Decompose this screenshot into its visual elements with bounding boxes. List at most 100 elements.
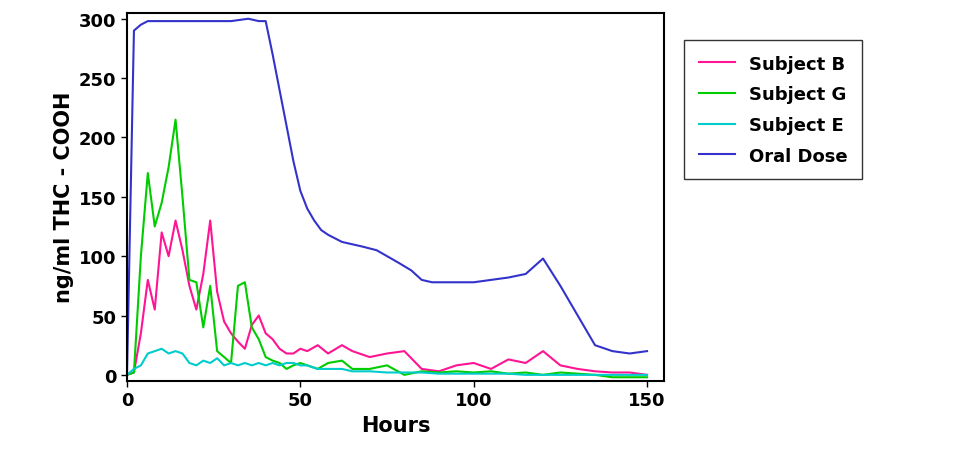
Subject E [502, 371, 514, 377]
Oral Dose [502, 275, 514, 280]
Subject B [287, 351, 299, 357]
Subject E [149, 348, 160, 354]
Line: Oral Dose: Oral Dose [127, 20, 647, 375]
Subject B [121, 372, 133, 378]
Subject E [135, 363, 147, 368]
Subject G [218, 354, 230, 360]
Subject G [624, 375, 636, 380]
Subject G [211, 348, 223, 354]
Subject G [363, 366, 375, 372]
Subject B [433, 369, 445, 374]
Subject G [184, 278, 195, 283]
Subject G [135, 254, 147, 259]
Subject G [486, 369, 497, 374]
Subject E [312, 366, 323, 372]
Subject E [641, 372, 653, 378]
Subject B [322, 351, 334, 357]
Subject G [177, 195, 189, 200]
Subject B [233, 339, 244, 345]
Subject B [416, 366, 428, 372]
Subject G [294, 360, 306, 366]
Oral Dose [357, 244, 368, 250]
Oral Dose [208, 19, 220, 25]
Subject E [468, 371, 480, 377]
Subject G [336, 358, 348, 364]
Subject B [450, 363, 462, 368]
Subject G [239, 280, 251, 285]
Oral Dose [572, 313, 583, 319]
Subject B [253, 313, 265, 319]
Oral Dose [416, 278, 428, 283]
Oral Dose [440, 280, 451, 285]
Oral Dose [225, 19, 236, 25]
Subject G [322, 360, 334, 366]
Subject B [267, 337, 278, 342]
Subject B [336, 343, 348, 348]
Oral Dose [607, 348, 618, 354]
Subject G [399, 372, 410, 378]
Subject E [363, 369, 375, 374]
Subject B [347, 348, 359, 354]
Subject G [170, 118, 182, 123]
Subject G [641, 375, 653, 380]
Subject B [170, 218, 182, 224]
Subject E [294, 363, 306, 368]
Subject E [218, 363, 230, 368]
Subject E [260, 363, 272, 368]
Subject G [607, 375, 618, 380]
Subject G [302, 363, 314, 368]
Y-axis label: ng/ml THC - COOH: ng/ml THC - COOH [54, 92, 73, 303]
Subject B [211, 289, 223, 295]
Subject G [260, 354, 272, 360]
Oral Dose [274, 88, 285, 94]
Subject B [468, 360, 480, 366]
Subject E [572, 372, 583, 378]
Oral Dose [381, 254, 393, 259]
Subject G [433, 370, 445, 375]
Legend: Subject B, Subject G, Subject E, Oral Dose: Subject B, Subject G, Subject E, Oral Do… [684, 41, 863, 179]
Subject E [211, 356, 223, 361]
Oral Dose [468, 280, 480, 285]
Subject B [163, 254, 175, 259]
Subject B [204, 218, 216, 224]
Subject B [624, 370, 636, 375]
Subject B [184, 284, 195, 289]
Subject B [607, 370, 618, 375]
Subject E [267, 360, 278, 366]
Oral Dose [322, 233, 334, 238]
Subject E [163, 351, 175, 357]
Subject G [128, 370, 140, 375]
Oral Dose [280, 123, 292, 129]
Oral Dose [555, 284, 567, 289]
Oral Dose [142, 19, 153, 25]
Subject G [274, 360, 285, 366]
Subject E [128, 366, 140, 372]
Oral Dose [405, 268, 417, 274]
Subject G [191, 280, 202, 285]
Oral Dose [294, 189, 306, 194]
Oral Dose [589, 343, 601, 348]
Subject B [537, 348, 549, 354]
Subject B [520, 360, 531, 366]
Subject G [121, 372, 133, 378]
Subject G [155, 201, 167, 206]
Subject E [233, 363, 244, 368]
Subject E [347, 369, 359, 374]
Oral Dose [128, 29, 140, 34]
Subject E [197, 358, 209, 364]
Subject B [128, 370, 140, 375]
Subject B [294, 346, 306, 352]
Subject G [520, 370, 531, 375]
Subject G [502, 371, 514, 377]
Oral Dose [267, 52, 278, 58]
Subject G [253, 337, 265, 342]
Subject G [197, 325, 209, 330]
Subject B [218, 319, 230, 325]
Subject B [155, 230, 167, 235]
Subject G [225, 360, 236, 366]
Subject E [280, 360, 292, 366]
Subject E [142, 351, 153, 357]
Oral Dose [149, 19, 160, 25]
Subject B [302, 348, 314, 354]
Subject G [589, 372, 601, 378]
